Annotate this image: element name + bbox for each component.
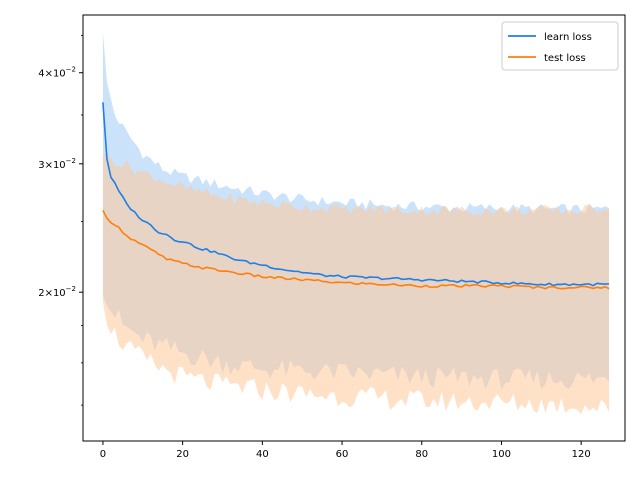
y-tick-label: 4×10−2 bbox=[38, 66, 76, 80]
legend-label: test loss bbox=[544, 53, 586, 64]
legend-label: learn loss bbox=[544, 32, 592, 43]
legend-box bbox=[501, 21, 619, 71]
x-tick-label: 20 bbox=[176, 449, 189, 460]
x-tick-label: 80 bbox=[415, 449, 428, 460]
line-learn-loss bbox=[102, 102, 610, 287]
plot-frame bbox=[82, 14, 626, 442]
confidence-bands bbox=[102, 32, 610, 415]
x-tick-label: 100 bbox=[492, 449, 511, 460]
x-axis-ticks: 0 20 40 60 80 100 120 bbox=[100, 441, 591, 460]
y-tick-label: 2×10−2 bbox=[38, 285, 76, 299]
y-tick-label: 3×10−2 bbox=[38, 157, 76, 171]
x-tick-label: 60 bbox=[336, 449, 349, 460]
x-tick-label: 40 bbox=[256, 449, 269, 460]
y-axis-ticks: 2×10−2 3×10−2 4×10−2 bbox=[38, 35, 83, 406]
x-tick-label: 120 bbox=[572, 449, 591, 460]
series-lines bbox=[102, 102, 610, 290]
line-test-loss bbox=[102, 210, 610, 290]
legend: learn loss test loss bbox=[501, 21, 619, 71]
x-tick-label: 0 bbox=[100, 449, 106, 460]
